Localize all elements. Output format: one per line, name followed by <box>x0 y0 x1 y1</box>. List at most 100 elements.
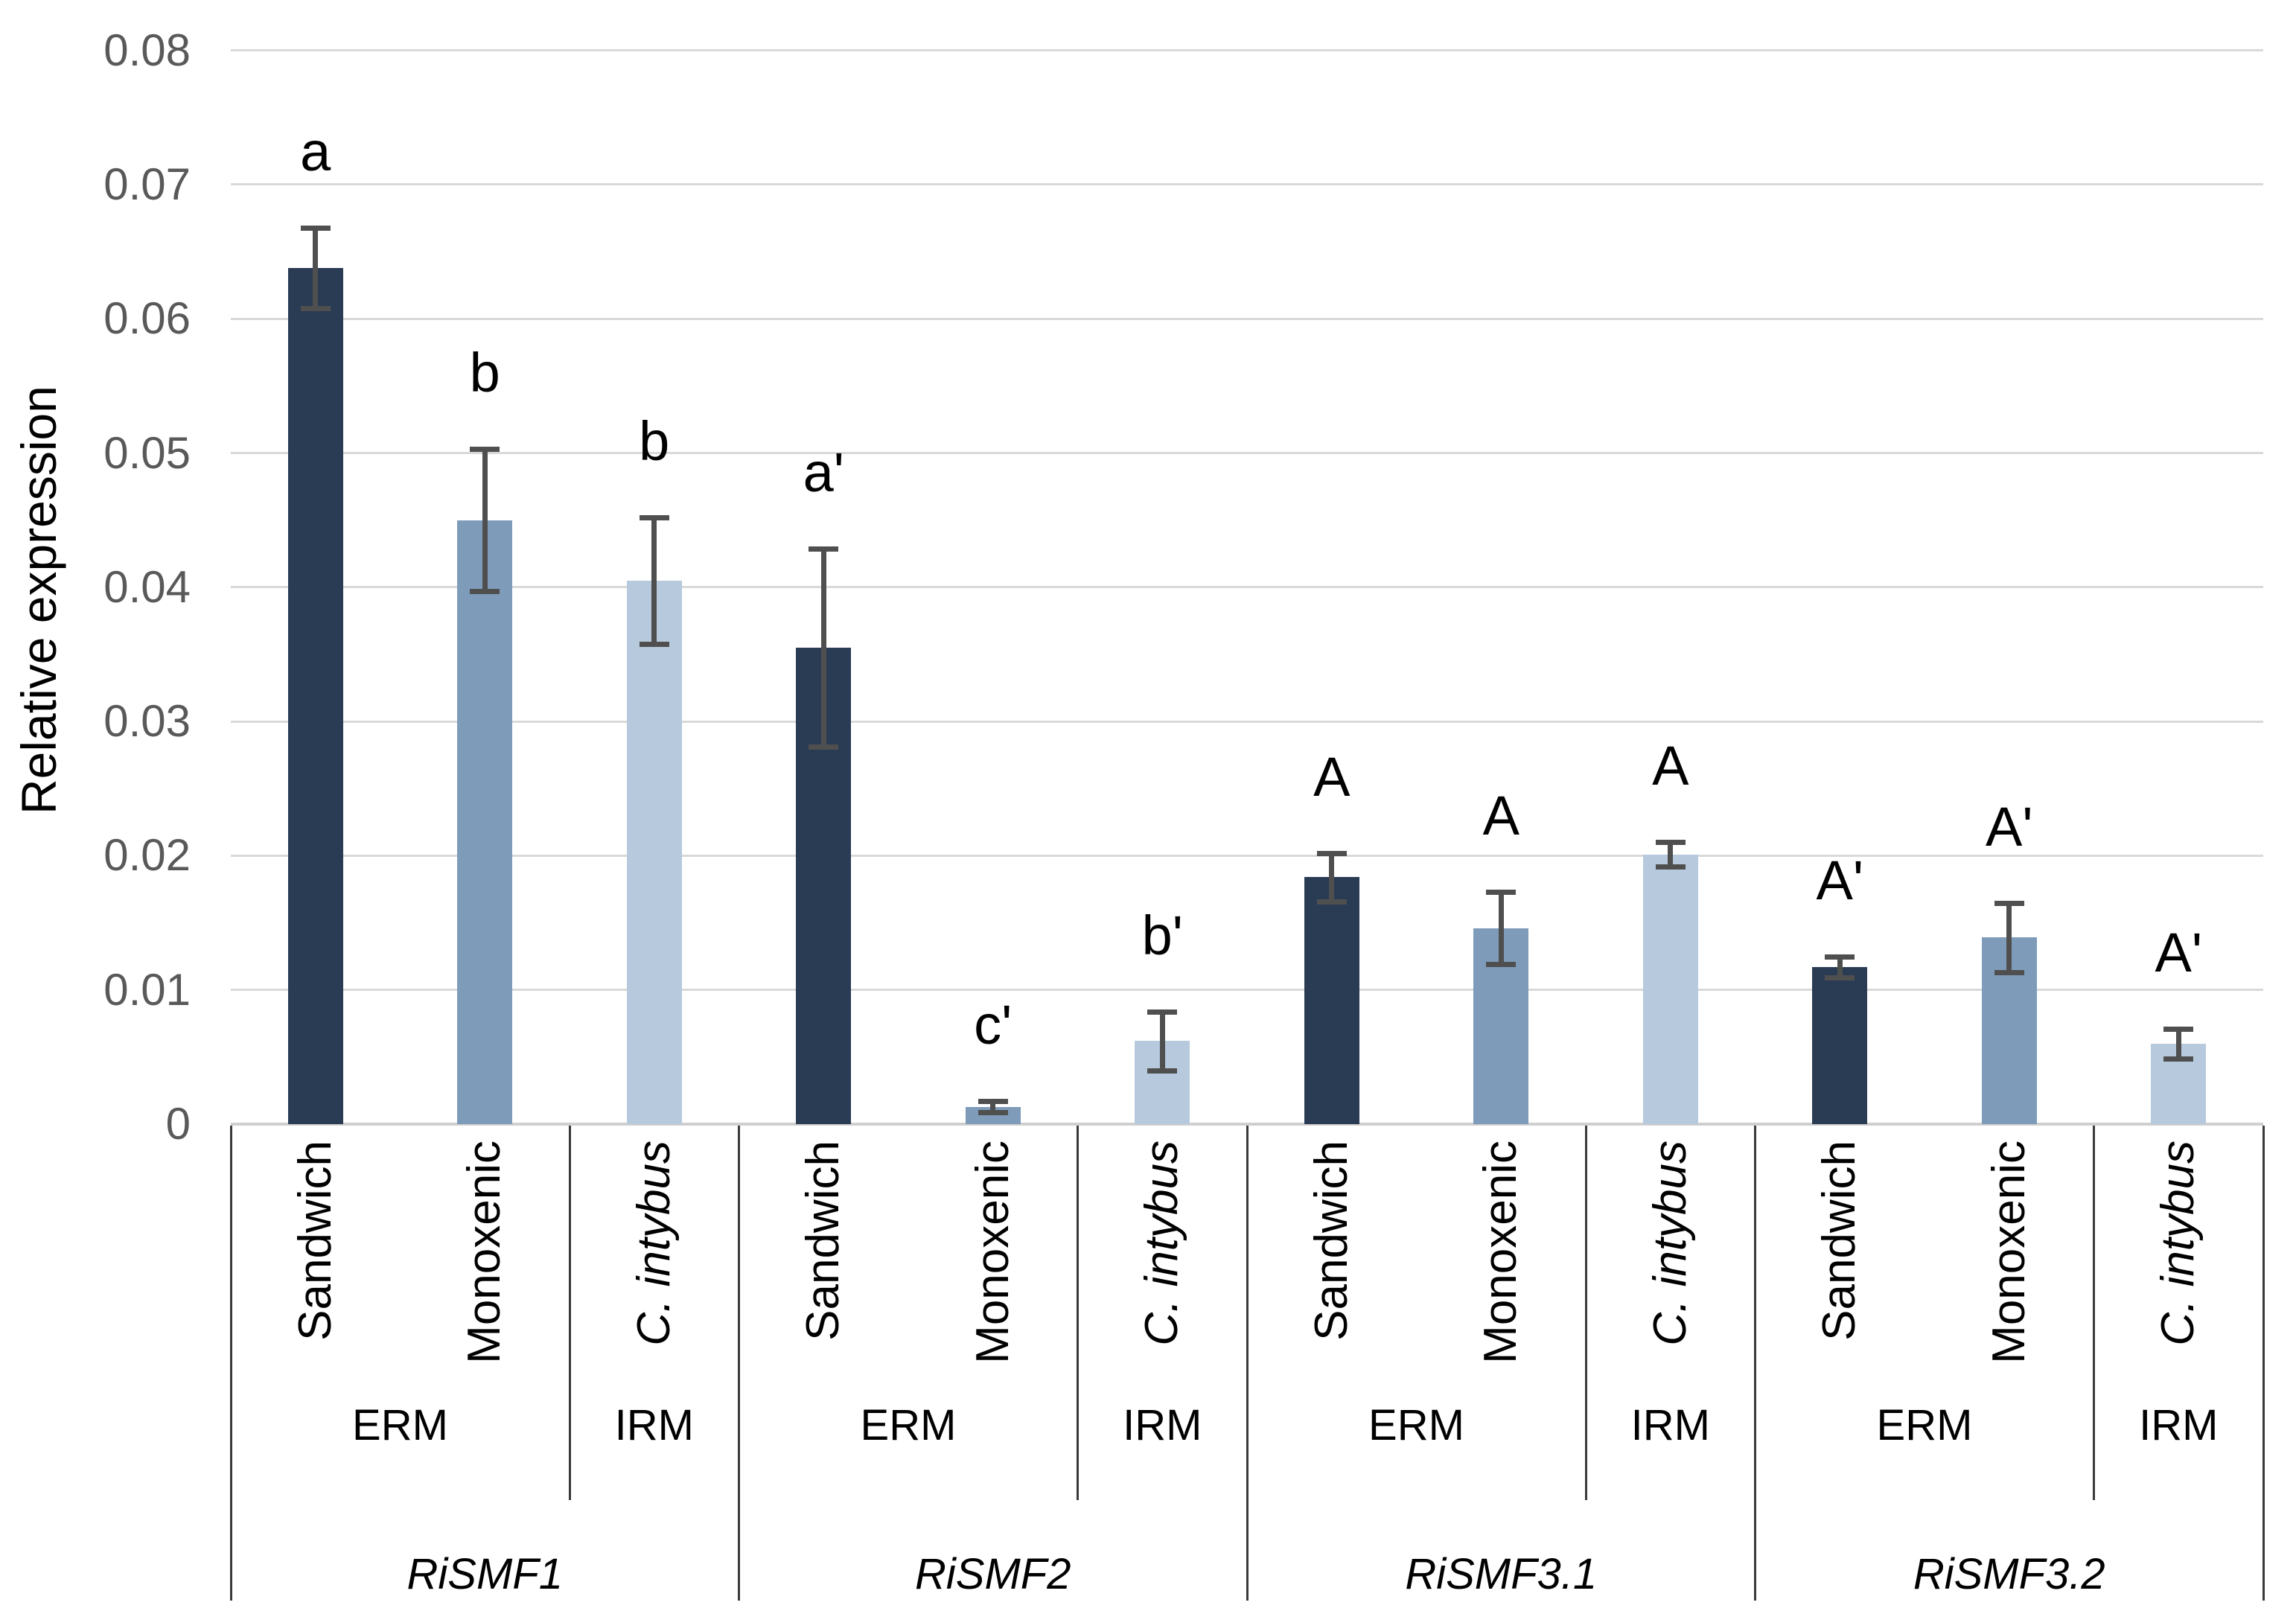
significance-letter: a' <box>803 441 844 503</box>
error-bar-cap <box>1316 850 1347 856</box>
error-bar <box>482 449 488 592</box>
gene-label-RiSMF31: RiSMF3.1 <box>1405 1550 1598 1598</box>
gridline <box>231 183 2263 186</box>
significance-letter: b <box>469 342 500 404</box>
error-bar-cap <box>978 1099 1008 1105</box>
significance-letter: A' <box>1986 795 2033 858</box>
medium-label-irm: IRM <box>1630 1401 1710 1449</box>
error-bar-cap <box>470 589 500 595</box>
significance-letter: A <box>1313 745 1351 808</box>
significance-letter: A <box>1482 785 1519 847</box>
separator-medium <box>1077 1126 1079 1500</box>
error-bar <box>820 548 826 747</box>
gene-label-RiSMF2: RiSMF2 <box>915 1550 1071 1598</box>
gridline <box>231 452 2263 454</box>
x-axis-line <box>231 1123 2263 1126</box>
bar-RiSMF3.1-Sandwich <box>1304 877 1359 1124</box>
y-axis-tick-label: 0.07 <box>103 159 191 209</box>
error-bar-cap <box>1994 900 2024 906</box>
y-axis-tick-label: 0.08 <box>103 25 191 75</box>
significance-letter: b <box>639 410 670 473</box>
category-label-Monoxenic: Monoxenic <box>1475 1141 1527 1364</box>
error-bar-cap <box>639 515 669 521</box>
medium-label-irm: IRM <box>1123 1401 1202 1449</box>
gridline <box>231 586 2263 589</box>
significance-letter: a <box>300 120 331 182</box>
error-bar-cap <box>300 305 331 311</box>
error-bar <box>990 1101 996 1112</box>
gridline <box>231 720 2263 723</box>
category-label-Sandwich: Sandwich <box>1814 1141 1866 1341</box>
medium-label-erm: ERM <box>352 1401 448 1449</box>
bar-RiSMF1-Cintybus <box>626 580 682 1124</box>
category-label-Monoxenic: Monoxenic <box>1983 1141 2035 1364</box>
error-bar-cap <box>1825 975 1855 981</box>
significance-letter: b' <box>1141 904 1183 966</box>
significance-letter: A' <box>2155 921 2203 983</box>
error-bar-cap <box>809 744 839 750</box>
separator-medium <box>1584 1126 1587 1500</box>
gridline <box>231 49 2263 52</box>
category-label-Sandwich: Sandwich <box>289 1141 341 1341</box>
error-bar-cap <box>1994 970 2024 976</box>
category-label-Monoxenic: Monoxenic <box>459 1141 511 1364</box>
medium-label-erm: ERM <box>1876 1401 1973 1449</box>
y-axis-tick-label: 0 <box>165 1099 191 1149</box>
medium-label-irm: IRM <box>614 1401 694 1449</box>
bar-RiSMF3.1-Cintybus <box>1642 854 1698 1124</box>
error-bar-cap <box>1147 1068 1178 1074</box>
error-bar <box>1837 956 1843 978</box>
category-label-Monoxenic: Monoxenic <box>966 1141 1018 1364</box>
error-bar-cap <box>2163 1056 2194 1062</box>
y-axis-tick-label: 0.03 <box>103 696 191 747</box>
error-bar-cap <box>1486 890 1517 896</box>
error-bar-cap <box>470 447 500 453</box>
error-bar <box>2175 1028 2181 1059</box>
significance-letter: A' <box>1816 849 1864 911</box>
error-bar-cap <box>300 225 331 231</box>
error-bar-cap <box>809 546 839 552</box>
category-label-Sandwich: Sandwich <box>797 1141 849 1341</box>
medium-label-irm: IRM <box>2139 1401 2219 1449</box>
significance-letter: A <box>1652 735 1689 797</box>
separator-group <box>2262 1126 2265 1601</box>
error-bar <box>2006 902 2012 973</box>
bar-RiSMF1-Sandwich <box>287 267 343 1124</box>
y-axis-tick-label: 0.06 <box>103 293 191 344</box>
separator-medium <box>568 1126 571 1500</box>
error-bar <box>1668 842 1674 867</box>
error-bar-cap <box>1316 899 1347 905</box>
bar-RiSMF1-Monoxenic <box>457 520 513 1124</box>
gridline <box>231 317 2263 320</box>
error-bar-cap <box>978 1109 1008 1115</box>
y-axis-tick-label: 0.01 <box>103 964 191 1015</box>
separator-group <box>1754 1126 1756 1601</box>
gene-label-RiSMF32: RiSMF3.2 <box>1913 1550 2105 1598</box>
separator-group <box>738 1126 740 1601</box>
medium-label-erm: ERM <box>1368 1401 1464 1449</box>
bar-RiSMF3.2-Sandwich <box>1812 967 1868 1124</box>
y-axis-tick-label: 0.05 <box>103 427 191 478</box>
medium-label-erm: ERM <box>860 1401 957 1449</box>
y-axis-tick-label: 0.02 <box>103 830 191 881</box>
error-bar <box>313 227 319 308</box>
error-bar-cap <box>2163 1026 2194 1032</box>
error-bar-cap <box>1655 840 1686 846</box>
error-bar-cap <box>639 641 669 647</box>
gene-label-RiSMF1: RiSMF1 <box>406 1550 563 1598</box>
error-bar-cap <box>1655 864 1686 870</box>
error-bar <box>1498 892 1504 965</box>
error-bar <box>651 517 657 644</box>
error-bar <box>1159 1011 1165 1071</box>
gridline <box>231 989 2263 992</box>
error-bar <box>1329 852 1335 902</box>
significance-letter: c' <box>974 994 1013 1056</box>
separator-group <box>229 1126 232 1601</box>
y-axis-tick-label: 0.04 <box>103 561 191 612</box>
separator-medium <box>2093 1126 2095 1500</box>
error-bar-cap <box>1825 954 1855 960</box>
separator-group <box>1246 1126 1249 1601</box>
gridline <box>231 854 2263 857</box>
error-bar-cap <box>1486 962 1517 968</box>
